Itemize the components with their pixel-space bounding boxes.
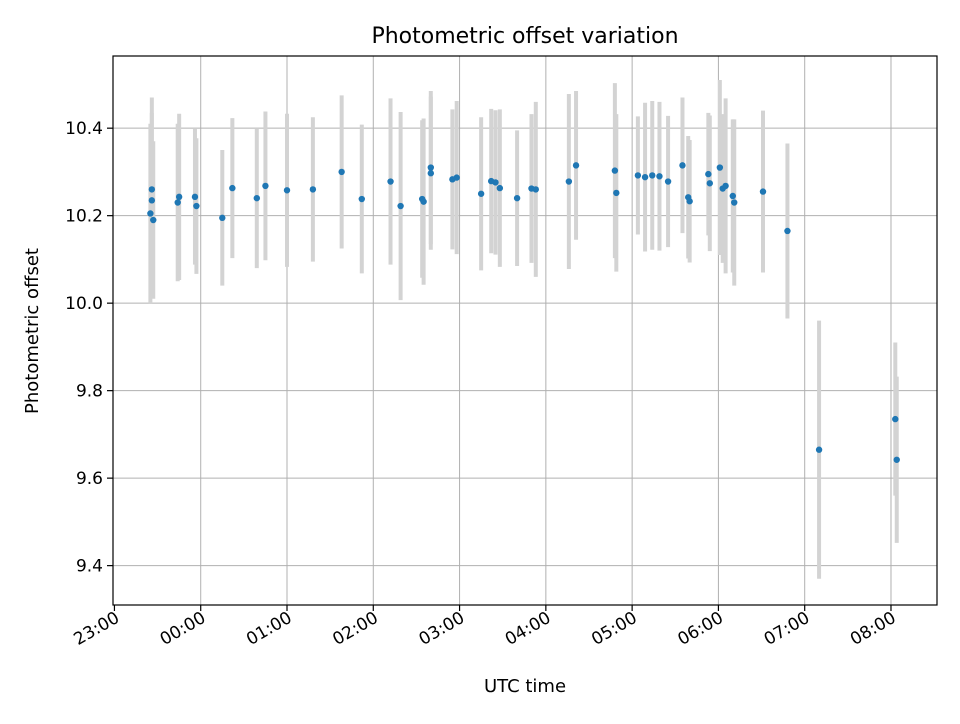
data-points [147, 162, 900, 463]
data-point [427, 164, 435, 171]
data-point [565, 178, 573, 185]
data-point [784, 227, 791, 235]
data-point [611, 167, 619, 174]
data-point [420, 198, 427, 205]
data-point [283, 187, 291, 194]
plot-frame [112, 55, 938, 606]
y-tick-label: 9.6 [76, 469, 103, 489]
data-point [427, 170, 435, 177]
y-tick-label: 10.0 [65, 294, 103, 314]
grid-lines [113, 56, 937, 605]
data-point [477, 190, 485, 197]
data-point [148, 186, 156, 193]
y-tick-label: 10.2 [65, 207, 103, 227]
data-point [572, 162, 580, 169]
data-point [722, 182, 729, 190]
data-point [262, 182, 269, 190]
y-axis-label: Photometric offset [22, 248, 43, 414]
x-axis-label: UTC time [484, 676, 566, 697]
y-tick-label: 9.8 [76, 382, 103, 402]
data-point [338, 168, 345, 176]
data-point [229, 184, 236, 192]
data-point [716, 164, 724, 171]
data-point [893, 456, 900, 463]
data-point [649, 172, 656, 179]
data-point [656, 173, 663, 180]
data-point [706, 180, 713, 187]
data-point [147, 210, 154, 217]
chart-title: Photometric offset variation [371, 24, 678, 49]
data-point [174, 199, 181, 206]
data-point [892, 415, 899, 423]
data-point [613, 189, 620, 197]
data-point [731, 199, 738, 206]
data-point [148, 197, 156, 204]
data-point [641, 173, 649, 181]
y-tick-label: 10.4 [65, 119, 103, 139]
data-point [664, 178, 672, 185]
y-axis-ticks: 9.4 9.6 9.8 10.0 10.2 10.4 [65, 119, 113, 577]
data-point [759, 188, 767, 195]
data-point [219, 214, 226, 222]
data-point [150, 216, 157, 224]
data-point [686, 198, 693, 205]
data-point [532, 186, 539, 193]
data-point [387, 178, 394, 185]
data-point [453, 174, 460, 181]
data-point [815, 446, 823, 453]
data-point [309, 186, 317, 193]
data-point [191, 193, 199, 201]
data-point [492, 179, 499, 186]
data-point [496, 184, 504, 192]
data-point [397, 202, 404, 210]
data-point [193, 202, 200, 210]
data-point [513, 194, 521, 202]
data-point [175, 193, 183, 201]
data-point [729, 192, 736, 200]
data-point [705, 170, 712, 178]
data-point [634, 172, 642, 179]
data-point [679, 162, 686, 169]
data-point [358, 195, 365, 203]
y-tick-label: 9.4 [76, 557, 103, 577]
data-point [253, 194, 261, 202]
